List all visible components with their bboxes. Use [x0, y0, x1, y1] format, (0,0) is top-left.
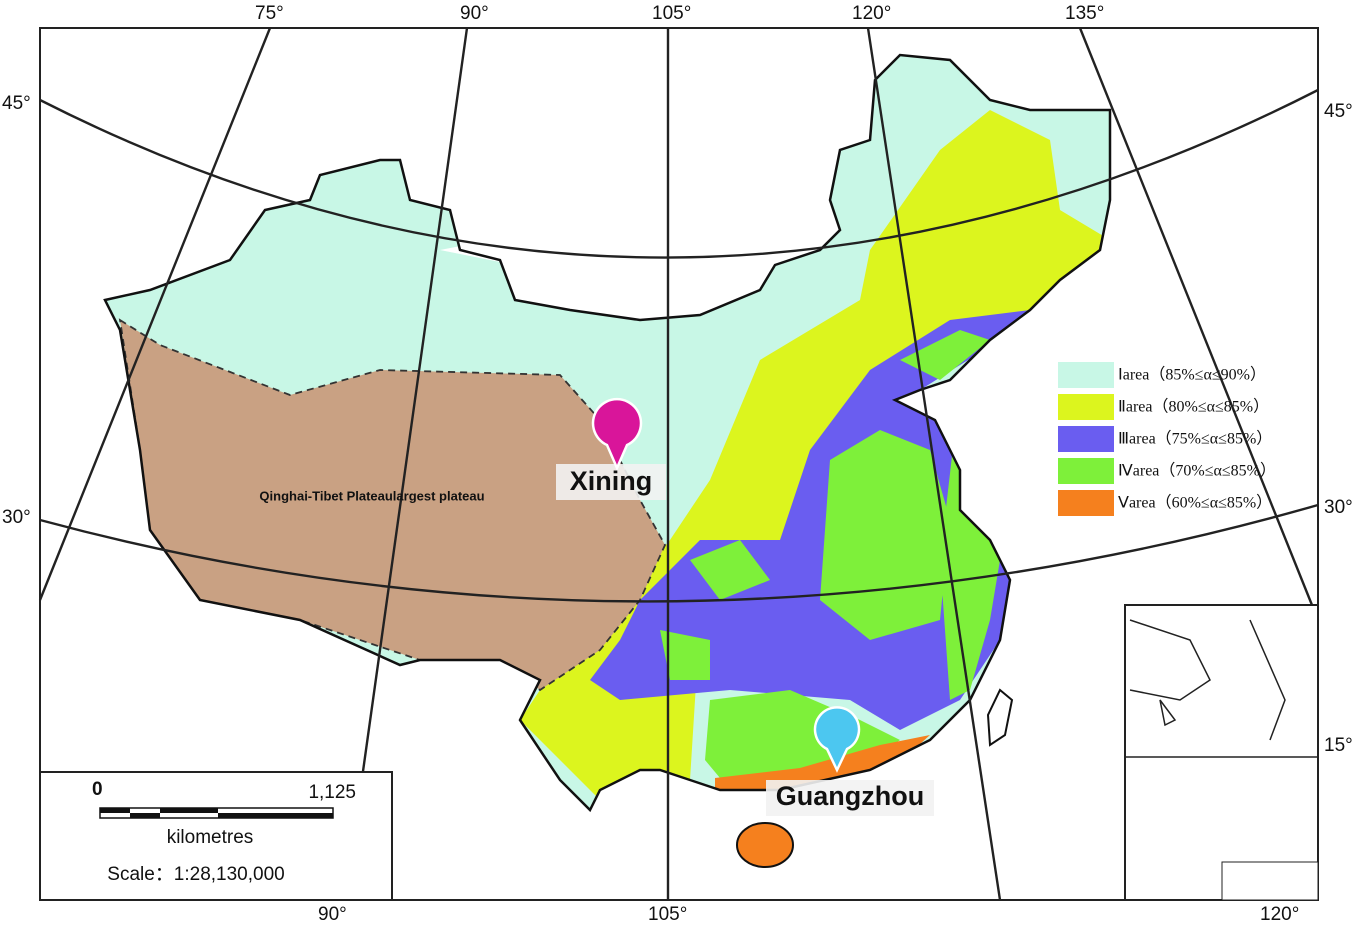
legend-label: Ⅴarea（60%≤α≤85%）	[1118, 494, 1272, 512]
legend-label: Ⅰarea（85%≤α≤90%）	[1118, 366, 1266, 384]
zone-iv-patch	[690, 540, 770, 600]
scale-start: 0	[92, 779, 103, 800]
scale-box: 0 1,125 kilometres Scale：1:28,130,000	[39, 771, 393, 901]
legend-label: Ⅲarea（75%≤α≤85%）	[1118, 430, 1272, 448]
legend-label: Ⅳarea（70%≤α≤85%）	[1118, 462, 1276, 480]
longitude-label: 90°	[318, 904, 347, 925]
zone-iv-patch	[940, 430, 1000, 700]
place-label-bg	[766, 780, 934, 816]
longitude-label: 135°	[1065, 3, 1104, 24]
place-label: Guangzhou	[776, 781, 924, 811]
parallel	[39, 503, 1319, 603]
scale-unit: kilometres	[167, 827, 254, 848]
zone-iv-patch	[820, 430, 950, 640]
taiwan-island	[986, 688, 1014, 747]
place-pin	[813, 706, 861, 773]
latitude-label: 45°	[2, 93, 31, 114]
longitude-label: 75°	[255, 3, 284, 24]
legend-label: Ⅱarea（80%≤α≤85%）	[1118, 398, 1269, 416]
legend-swatch	[1058, 490, 1114, 516]
meridian	[343, 27, 469, 901]
latitude-label: 45°	[1324, 101, 1353, 122]
zone-iv	[660, 330, 1000, 790]
inset-frame	[1124, 604, 1319, 901]
parallel	[39, 88, 1319, 259]
scale-frame	[39, 771, 393, 901]
meridian	[1078, 27, 1320, 621]
meridian	[866, 27, 1002, 901]
scale-bar-segment	[218, 813, 333, 818]
hainan-island	[736, 822, 794, 868]
scale-end: 1,125	[308, 782, 356, 803]
legend-swatch	[1058, 426, 1114, 452]
latitude-label: 15°	[1324, 735, 1353, 756]
latitude-label: 30°	[1324, 497, 1353, 518]
marker-guangzhou: Guangzhou	[766, 706, 934, 816]
inset-map	[1124, 604, 1319, 901]
legend-swatch	[1058, 362, 1114, 388]
country-border	[103, 53, 1112, 813]
longitude-label: 120°	[1260, 904, 1299, 925]
marker-xining: Xining	[556, 397, 666, 500]
longitude-label: 90°	[460, 3, 489, 24]
place-label-bg	[556, 464, 666, 500]
longitude-label: 105°	[648, 904, 687, 925]
place-pin	[591, 397, 643, 472]
legend-swatch	[1058, 458, 1114, 484]
latitude-label: 30°	[2, 507, 31, 528]
scale-bar-segment	[130, 813, 160, 818]
longitude-label: 105°	[652, 3, 691, 24]
inset-coast	[1129, 619, 1286, 741]
scale-bar-segment	[100, 808, 130, 813]
legend: Ⅰarea（85%≤α≤90%） Ⅱarea（80%≤α≤85%） Ⅲarea（75…	[1058, 362, 1276, 516]
place-label: Xining	[570, 466, 653, 496]
longitude-label: 120°	[852, 3, 891, 24]
legend-swatch	[1058, 394, 1114, 420]
scale-ratio: Scale：1:28,130,000	[107, 864, 284, 885]
zone-iv-patch	[660, 630, 710, 680]
meridian	[38, 27, 272, 601]
zone-iv-patch	[900, 330, 990, 380]
scale-bar-segment	[160, 808, 218, 813]
region-label: Qinghai-Tibet Plateaulargest plateau	[259, 488, 484, 503]
inset-box	[1221, 861, 1319, 901]
